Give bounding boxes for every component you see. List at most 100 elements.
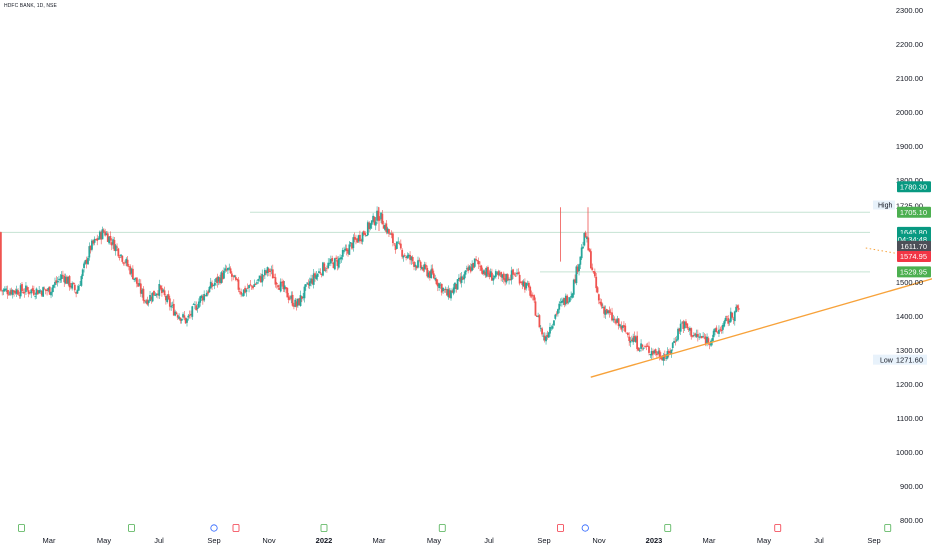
candle-body <box>465 271 467 275</box>
candle-body <box>211 283 213 287</box>
candle-body <box>723 321 725 326</box>
candle-body <box>34 296 36 297</box>
high-label: High <box>878 203 893 210</box>
candle-body <box>433 273 435 278</box>
candle-body <box>50 292 52 295</box>
candle-body <box>170 306 172 307</box>
candle-body <box>223 271 225 279</box>
candle-body <box>671 350 673 354</box>
candle-body <box>305 284 307 287</box>
candle-body <box>397 242 399 243</box>
candle-body <box>74 285 76 291</box>
candle-body <box>230 268 232 273</box>
candle-body <box>195 305 197 310</box>
candle-body <box>557 309 559 313</box>
candle-body <box>245 289 247 291</box>
earnings-marker <box>885 525 891 532</box>
candle-body <box>400 244 402 249</box>
candle-body <box>597 287 599 292</box>
x-tick-label: May <box>427 536 441 545</box>
candle-body <box>317 274 319 277</box>
candle-body <box>364 233 366 235</box>
horizontal-levels <box>0 212 870 272</box>
x-tick-label: 2022 <box>316 536 333 545</box>
candle-body <box>392 233 394 243</box>
earnings-marker <box>129 525 135 532</box>
y-tick-label: 2300.00 <box>896 6 923 15</box>
candle-body <box>541 328 543 334</box>
candle-body <box>734 311 736 321</box>
candle-body <box>515 276 517 277</box>
candle-body <box>381 214 383 225</box>
candle-body <box>366 235 368 236</box>
candle-body <box>0 232 2 290</box>
candle-body <box>715 328 717 332</box>
candle-body <box>261 274 263 282</box>
candle-body <box>643 348 645 349</box>
candle-body <box>702 336 704 337</box>
candle-body <box>53 285 55 288</box>
candle-body <box>62 275 64 276</box>
x-tick-label: 2023 <box>646 536 663 545</box>
earnings-marker <box>321 525 327 532</box>
candle-body <box>319 272 321 273</box>
candle-body <box>334 258 336 269</box>
candle-body <box>238 280 240 290</box>
earnings-marker <box>19 525 25 532</box>
candle-body <box>168 294 170 299</box>
candle-body <box>528 283 530 288</box>
dividend-marker <box>582 525 588 531</box>
candle-body <box>194 304 196 305</box>
candle-body <box>553 320 555 325</box>
x-tick-label: Mar <box>43 536 56 545</box>
candle-body <box>641 345 643 347</box>
x-tick-label: Sep <box>537 536 550 545</box>
candle-body <box>738 308 740 309</box>
candle-body <box>306 283 308 284</box>
candle-body <box>87 258 89 264</box>
candle-body <box>403 256 405 258</box>
y-tick-label: 1900.00 <box>896 142 923 151</box>
candle-body <box>191 306 193 317</box>
candle-body <box>492 278 494 281</box>
candle-body <box>478 261 480 264</box>
y-tick-label: 1500.00 <box>896 278 923 287</box>
candle-body <box>335 258 337 259</box>
candle-body <box>674 341 676 342</box>
candle-body <box>21 284 23 291</box>
candle-body <box>257 279 259 281</box>
candle-body <box>718 330 720 334</box>
candle-body <box>388 229 390 234</box>
candle-body <box>590 251 592 268</box>
candle-body <box>326 268 328 269</box>
y-tick-label: 1000.00 <box>896 448 923 457</box>
candle-body <box>591 268 593 271</box>
candle-body <box>153 291 155 296</box>
candle-body <box>78 286 80 291</box>
candle-body <box>697 334 699 337</box>
candle-body <box>51 287 53 292</box>
candle-body <box>690 328 692 336</box>
candle-body <box>286 288 288 297</box>
event-markers <box>19 525 932 532</box>
earnings-marker <box>665 525 671 532</box>
candle-body <box>638 348 640 350</box>
candle-body <box>186 319 188 323</box>
candle-body <box>289 299 291 300</box>
candle-body <box>594 272 596 277</box>
candle-body <box>636 336 638 349</box>
candle-body <box>558 304 560 310</box>
y-tick-label: 1400.00 <box>896 312 923 321</box>
candle-body <box>420 262 422 268</box>
candle-body <box>17 290 19 294</box>
y-tick-label: 900.00 <box>900 482 923 491</box>
candle-body <box>672 343 674 348</box>
candle-body <box>585 233 587 238</box>
candle-body <box>711 338 713 341</box>
y-tick-label: 800.00 <box>900 516 923 525</box>
candle-body <box>276 283 278 284</box>
y-tick-label: 2100.00 <box>896 74 923 83</box>
candle-body <box>110 236 112 241</box>
